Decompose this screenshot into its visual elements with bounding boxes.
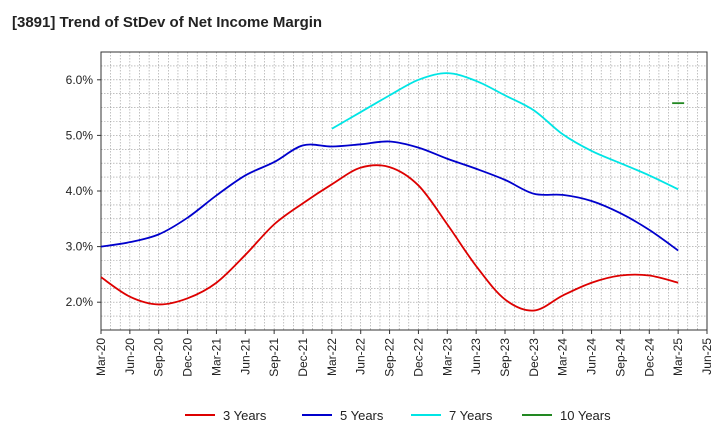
x-tick-label: Dec-21 [296,338,310,377]
series-line-7-years [331,72,679,191]
x-axis: Mar-20 Jun-20 Sep-20 Dec-20 Mar-21 Jun-21 Sep-… [94,330,714,377]
x-tick-label: Dec-20 [181,338,195,377]
x-tick-label: Dec-23 [527,338,541,377]
legend-label-3-years: 3 Years [223,408,267,423]
y-axis: 2.0% 3.0% 4.0% 5.0% 6.0% [66,73,101,309]
x-tick-label: Sep-21 [267,338,281,377]
legend-label-5-years: 5 Years [340,408,384,423]
y-tick-label: 5.0% [66,128,94,142]
x-tick-label: Jun-20 [123,338,137,375]
x-tick-label: Jun-25 [700,338,714,375]
x-tick-label: Mar-22 [325,338,339,376]
series-line-3-years [100,164,679,312]
x-tick-label: Mar-25 [671,338,685,376]
x-tick-label: Jun-22 [354,338,368,375]
y-tick-label: 2.0% [66,295,94,309]
x-tick-label: Dec-22 [411,338,425,377]
x-tick-label: Sep-23 [498,338,512,377]
grid-layer [100,51,708,331]
series-layer [100,72,685,312]
x-tick-label: Dec-24 [642,338,656,377]
legend: 3 Years 5 Years 7 Years 10 Years [185,408,611,423]
x-tick-label: Sep-24 [613,338,627,377]
x-tick-label: Sep-22 [383,338,397,377]
series-line-5-years [100,140,679,252]
x-tick-label: Sep-20 [152,338,166,377]
x-tick-label: Mar-20 [94,338,108,376]
y-tick-label: 4.0% [66,184,94,198]
y-tick-label: 6.0% [66,73,94,87]
x-tick-label: Jun-23 [469,338,483,375]
chart-title: [3891] Trend of StDev of Net Income Marg… [12,14,323,31]
x-tick-label: Mar-23 [440,338,454,376]
legend-label-7-years: 7 Years [449,408,493,423]
x-tick-label: Mar-21 [209,338,223,376]
y-tick-label: 3.0% [66,240,94,254]
x-tick-label: Mar-24 [556,338,570,376]
legend-label-10-years: 10 Years [560,408,611,423]
x-tick-label: Jun-24 [585,338,599,375]
x-tick-label: Jun-21 [238,338,252,375]
